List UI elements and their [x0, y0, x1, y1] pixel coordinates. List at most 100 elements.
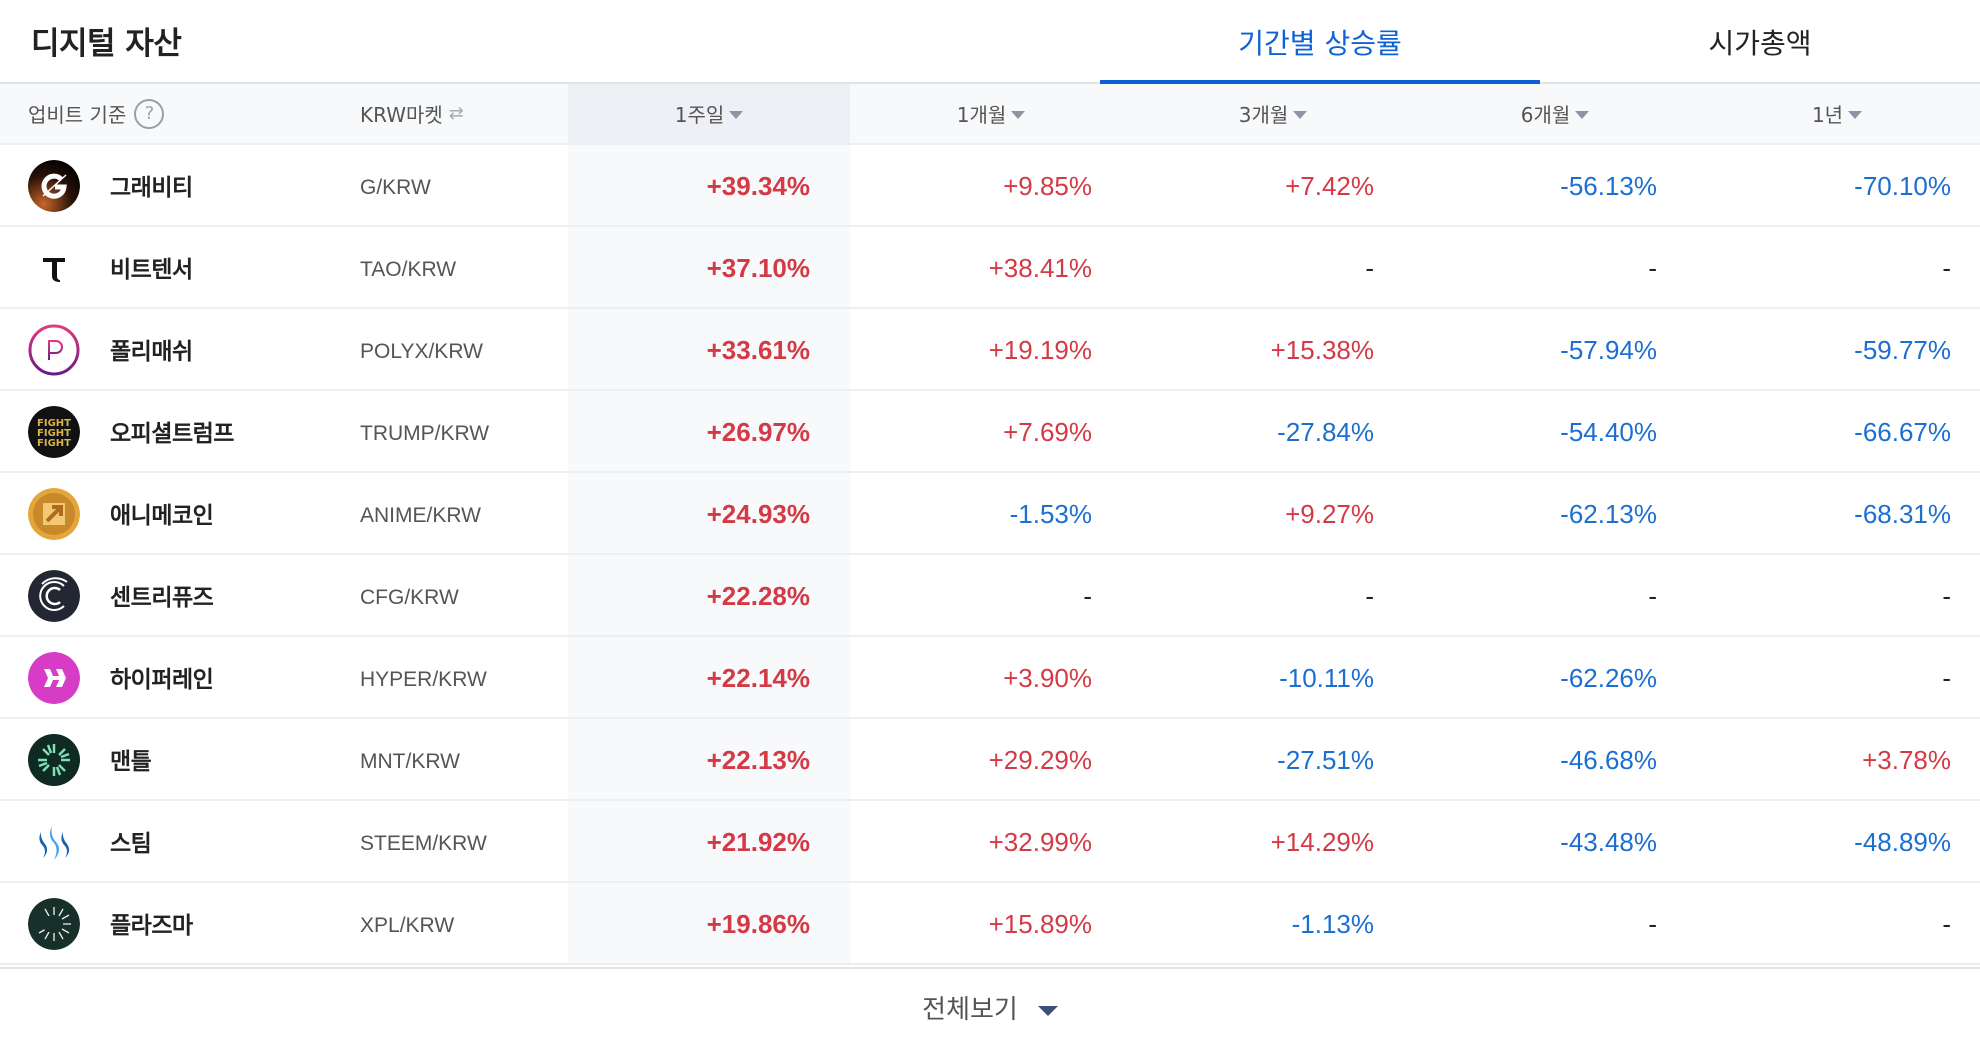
svg-text:FIGHT: FIGHT — [37, 428, 71, 439]
table-row[interactable]: 플라즈마 XPL/KRW +19.86% +15.89% -1.13% - - — [0, 883, 1980, 965]
coin-name[interactable]: 폴리매쉬 — [110, 339, 193, 365]
change-value-3개월: +14.29% — [1270, 826, 1374, 857]
help-icon[interactable]: ? — [134, 98, 165, 129]
coin-name[interactable]: 오피셜트럼프 — [110, 421, 234, 447]
column-header-1m[interactable]: 1개월 — [850, 84, 1132, 143]
coin-name[interactable]: 그래비티 — [110, 175, 193, 201]
sort-caret-icon — [1011, 110, 1026, 119]
coin-name[interactable]: 비트텐서 — [110, 257, 193, 283]
gravity-coin-icon — [28, 160, 80, 212]
market-pair: POLYX/KRW — [360, 340, 483, 363]
change-value-6개월: -46.68% — [1560, 744, 1657, 775]
change-value-1주일: +33.61% — [706, 334, 810, 365]
change-value-6개월: -62.26% — [1560, 662, 1657, 693]
change-value-1년: -59.77% — [1854, 334, 1951, 365]
column-header-1y[interactable]: 1년 — [1696, 84, 1978, 143]
market-pair: CFG/KRW — [360, 586, 459, 609]
table-header: 업비트 기준 ? KRW마켓 ⇄ 1주일 1개월 3개월 6개월 1년 — [0, 84, 1980, 145]
plasma-coin-icon — [28, 898, 80, 950]
basis-header: 업비트 기준 ? — [28, 84, 165, 143]
column-label: 1주일 — [674, 103, 725, 127]
coin-name[interactable]: 맨틀 — [110, 749, 152, 775]
selected-column-bg — [568, 227, 850, 307]
change-value-1주일: +19.86% — [706, 908, 810, 939]
market-pair: STEEM/KRW — [360, 832, 487, 855]
change-value-1주일: +22.28% — [706, 580, 810, 611]
coin-name[interactable]: 플라즈마 — [110, 913, 193, 939]
column-label: 6개월 — [1520, 103, 1571, 127]
column-header-3m[interactable]: 3개월 — [1132, 84, 1414, 143]
coin-name[interactable]: 애니메코인 — [110, 503, 214, 529]
selected-column-bg — [568, 309, 850, 389]
column-header-1w[interactable]: 1주일 — [568, 84, 850, 143]
table-row[interactable]: 비트텐서 TAO/KRW +37.10% +38.41% - - - — [0, 227, 1980, 309]
change-value-3개월: +9.27% — [1285, 498, 1374, 529]
table-row[interactable]: 하이퍼레인 HYPER/KRW +22.14% +3.90% -10.11% -62.26… — [0, 637, 1980, 719]
change-value-6개월: -56.13% — [1560, 170, 1657, 201]
page-title: 디지털 자산 — [31, 26, 182, 62]
change-value-6개월: - — [1648, 252, 1657, 283]
steem-coin-icon — [28, 816, 80, 868]
table-row[interactable]: 애니메코인 ANIME/KRW +24.93% -1.53% +9.27% -62.13%… — [0, 473, 1980, 555]
selected-column-bg — [568, 473, 850, 553]
bittensor-coin-icon — [28, 242, 80, 294]
tab-period-rise[interactable]: 기간별 상승률 — [1100, 0, 1540, 86]
polymesh-coin-icon — [28, 324, 80, 376]
market-pair: TRUMP/KRW — [360, 422, 490, 445]
change-value-1년: - — [1942, 580, 1951, 611]
view-all-button[interactable]: 전체보기 — [922, 989, 1058, 1026]
table-row[interactable]: 맨틀 MNT/KRW +22.13% +29.29% -27.51% -46.68% +3.… — [0, 719, 1980, 801]
selected-column-bg — [568, 719, 850, 799]
change-value-3개월: -27.84% — [1277, 416, 1374, 447]
change-value-1주일: +21.92% — [706, 826, 810, 857]
coin-name[interactable]: 센트리퓨즈 — [110, 585, 214, 611]
change-value-1주일: +39.34% — [706, 170, 810, 201]
sort-caret-icon — [1293, 110, 1308, 119]
change-value-3개월: +7.42% — [1285, 170, 1374, 201]
coin-name[interactable]: 스팀 — [110, 831, 152, 857]
column-label: 1개월 — [956, 103, 1007, 127]
table-row[interactable]: 그래비티 G/KRW +39.34% +9.85% +7.42% -56.13% -70.1… — [0, 145, 1980, 227]
column-header-6m[interactable]: 6개월 — [1414, 84, 1696, 143]
change-value-3개월: +15.38% — [1270, 334, 1374, 365]
change-value-1주일: +26.97% — [706, 416, 810, 447]
svg-text:FIGHT: FIGHT — [37, 438, 71, 449]
change-value-1년: -66.67% — [1854, 416, 1951, 447]
change-value-6개월: -62.13% — [1560, 498, 1657, 529]
market-pair: G/KRW — [360, 176, 431, 199]
table-row[interactable]: 센트리퓨즈 CFG/KRW +22.28% - - - - — [0, 555, 1980, 637]
change-value-1개월: +3.90% — [1003, 662, 1092, 693]
change-value-3개월: -27.51% — [1277, 744, 1374, 775]
change-value-1년: - — [1942, 662, 1951, 693]
change-value-1년: -68.31% — [1854, 498, 1951, 529]
table-row[interactable]: 폴리매쉬 POLYX/KRW +33.61% +19.19% +15.38% -57.94… — [0, 309, 1980, 391]
anime-coin-icon — [28, 488, 80, 540]
table-row[interactable]: 스팀 STEEM/KRW +21.92% +32.99% +14.29% -43.48% -… — [0, 801, 1980, 883]
change-value-1년: -48.89% — [1854, 826, 1951, 857]
centrifuge-coin-icon — [28, 570, 80, 622]
table-row[interactable]: FIGHT FIGHT FIGHT 오피셜트럼프 TRUMP/KRW +26.97% +7.… — [0, 391, 1980, 473]
top-bar: 디지털 자산 기간별 상승률 시가총액 — [0, 0, 1980, 86]
change-value-6개월: - — [1648, 580, 1657, 611]
change-value-1개월: +9.85% — [1003, 170, 1092, 201]
change-value-1주일: +37.10% — [706, 252, 810, 283]
change-value-6개월: -57.94% — [1560, 334, 1657, 365]
market-pair: MNT/KRW — [360, 750, 460, 773]
mantle-coin-icon — [28, 734, 80, 786]
coin-name[interactable]: 하이퍼레인 — [110, 667, 214, 693]
change-value-1개월: +7.69% — [1003, 416, 1092, 447]
change-value-3개월: -10.11% — [1279, 662, 1374, 693]
change-value-1년: -70.10% — [1854, 170, 1951, 201]
market-toggle[interactable]: KRW마켓 ⇄ — [360, 84, 464, 143]
chevron-down-icon — [1037, 1005, 1058, 1016]
sort-caret-icon — [1848, 110, 1863, 119]
tab-market-cap[interactable]: 시가총액 — [1708, 27, 1812, 60]
basis-label: 업비트 기준 — [28, 103, 127, 127]
market-pair: XPL/KRW — [360, 914, 455, 937]
sort-caret-icon — [1575, 110, 1590, 119]
change-value-1개월: +29.29% — [988, 744, 1092, 775]
change-value-1년: - — [1942, 252, 1951, 283]
footer: 전체보기 — [0, 967, 1980, 1046]
change-value-1년: +3.78% — [1862, 744, 1951, 775]
hyperlane-coin-icon — [28, 652, 80, 704]
